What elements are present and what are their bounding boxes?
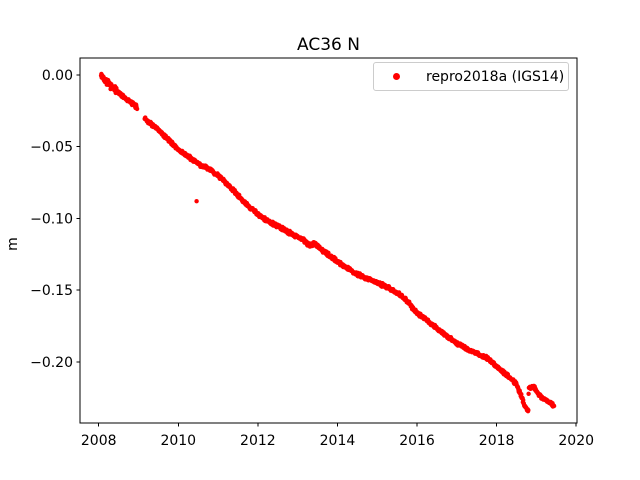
- svg-text:2012: 2012: [240, 433, 276, 449]
- svg-text:−0.20: −0.20: [30, 355, 73, 371]
- svg-text:2008: 2008: [81, 433, 117, 449]
- svg-text:2016: 2016: [399, 433, 435, 449]
- chart-title: AC36 N: [297, 35, 360, 55]
- legend-label: repro2018a (IGS14): [426, 68, 565, 85]
- scatter-series: [98, 71, 557, 414]
- svg-text:−0.05: −0.05: [30, 140, 73, 156]
- axes-spines: [79, 57, 578, 424]
- svg-text:−0.10: −0.10: [30, 211, 73, 227]
- svg-text:2020: 2020: [558, 433, 594, 449]
- y-axis: 0.00 −0.05 −0.10 −0.15 −0.20: [30, 68, 80, 371]
- svg-text:−0.15: −0.15: [30, 283, 73, 299]
- svg-text:2018: 2018: [479, 433, 515, 449]
- x-axis: 2008 2010 2012 2014 2016 2018 2020: [81, 423, 594, 449]
- legend: repro2018a (IGS14): [373, 62, 569, 91]
- svg-text:0.00: 0.00: [42, 68, 73, 84]
- svg-text:2010: 2010: [160, 433, 196, 449]
- legend-marker-icon: [393, 73, 400, 80]
- svg-text:2014: 2014: [320, 433, 356, 449]
